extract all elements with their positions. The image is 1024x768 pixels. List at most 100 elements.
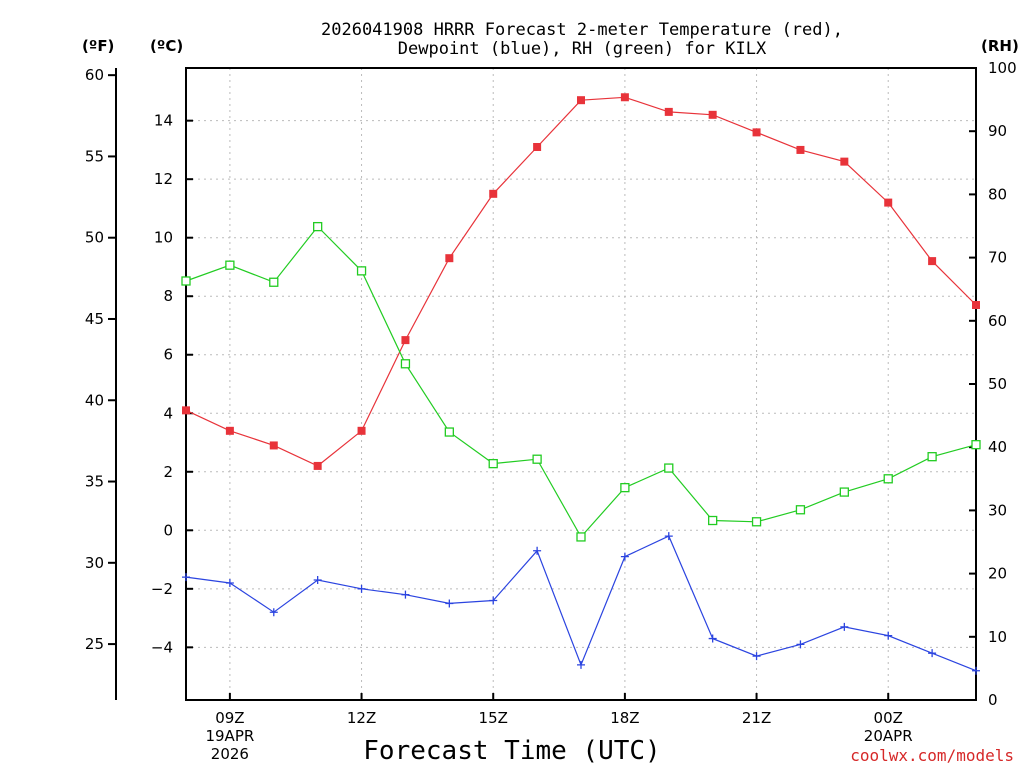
time-tick-label: 18Z: [610, 709, 639, 727]
temperature-point: [928, 257, 937, 266]
rh-point: [400, 359, 411, 369]
rh-point: [620, 482, 630, 493]
dewpoint-point: [664, 532, 673, 541]
x-axis-title: Forecast Time (UTC): [363, 736, 660, 766]
rh-point: [664, 463, 674, 473]
temperature-point: [182, 406, 190, 415]
dewpoint-point: [313, 576, 322, 585]
fahrenheit-tick-label: 45: [85, 310, 104, 328]
celsius-tick-label: 14: [154, 112, 173, 130]
temperature-point: [313, 461, 322, 470]
fahrenheit-tick-label: 40: [85, 391, 104, 409]
dewpoint-point: [269, 608, 278, 617]
rh-tick-label: 80: [988, 185, 1007, 203]
chart-title: 2026041908 HRRR Forecast 2-meter Tempera…: [321, 20, 843, 59]
fahrenheit-tick-label: 60: [85, 66, 104, 84]
dewpoint-point: [533, 546, 542, 555]
rh-point: [181, 276, 191, 286]
temperature-point: [708, 110, 717, 119]
rh-point: [356, 266, 367, 276]
rh-point: [883, 474, 893, 484]
rh-point: [444, 427, 454, 437]
dewpoint-point: [357, 584, 366, 593]
celsius-tick-label: −2: [151, 580, 173, 598]
time-tick-sublabel: 19APR: [205, 727, 254, 745]
celsius-tick-label: 2: [163, 463, 173, 481]
time-tick-label: 12Z: [347, 709, 376, 727]
celsius-tick-label: 6: [163, 346, 173, 364]
celsius-tick-label: 12: [154, 170, 173, 188]
rh-tick-label: 20: [988, 565, 1007, 583]
rh-tick-label: 10: [988, 628, 1007, 646]
gridlines: [186, 68, 976, 700]
rh-point: [225, 260, 235, 270]
dewpoint-point: [401, 590, 410, 599]
series-layer: [181, 93, 981, 675]
fahrenheit-unit-label: (ºF): [82, 37, 114, 55]
temperature-point: [840, 157, 849, 166]
dewpoint-point: [752, 652, 761, 661]
temperature-series: [182, 93, 980, 470]
celsius-axis: −4 −2 0 2 4 6 8 10 12 14: [151, 112, 193, 656]
time-tick-sublabel: 2026: [211, 745, 249, 763]
rh-tick-label: 0: [988, 691, 998, 709]
temperature-point: [269, 441, 278, 450]
temperature-point: [445, 254, 454, 263]
time-tick-label: 00Z: [874, 709, 903, 727]
dewpoint-point: [225, 578, 234, 587]
rh-unit-label: (RH): [981, 37, 1019, 55]
dewpoint-point: [884, 631, 893, 640]
celsius-tick-label: 4: [163, 404, 173, 422]
dewpoint-point: [620, 552, 629, 561]
title-line-2: Dewpoint (blue), RH (green) for KILX: [398, 39, 767, 59]
time-tick-label: 15Z: [479, 709, 508, 727]
time-tick-label: 21Z: [742, 709, 771, 727]
rh-point: [576, 532, 586, 542]
credit-text: coolwx.com/models: [850, 746, 1014, 765]
rh-series: [181, 221, 981, 542]
celsius-tick-label: 10: [154, 229, 173, 247]
rh-point: [795, 505, 806, 515]
celsius-tick-label: −4: [151, 638, 173, 656]
rh-point: [927, 452, 937, 462]
temperature-point: [884, 198, 893, 207]
temperature-point: [577, 96, 585, 105]
temperature-point: [752, 128, 761, 137]
dewpoint-point: [489, 596, 498, 605]
temperature-point: [225, 426, 234, 435]
rh-point: [488, 458, 498, 469]
dewpoint-point: [840, 622, 849, 631]
title-line-1: 2026041908 HRRR Forecast 2-meter Tempera…: [321, 20, 843, 40]
temperature-point: [489, 189, 498, 198]
rh-line: [185, 225, 977, 538]
temperature-point: [533, 143, 542, 151]
fahrenheit-tick-label: 30: [85, 554, 104, 572]
rh-point: [313, 221, 323, 232]
rh-point: [708, 515, 718, 526]
rh-tick-label: 30: [988, 501, 1007, 519]
rh-tick-label: 70: [988, 249, 1007, 267]
rh-point: [269, 277, 279, 287]
rh-point: [839, 487, 849, 497]
rh-tick-label: 90: [988, 122, 1007, 140]
dewpoint-point: [445, 599, 454, 608]
time-tick-label: 09Z: [215, 709, 244, 727]
dewpoint-series: [182, 532, 980, 675]
temperature-point: [796, 145, 805, 154]
plot-frame: [185, 67, 977, 701]
rh-tick-label: 50: [988, 375, 1007, 393]
temperature-point: [972, 301, 980, 309]
fahrenheit-tick-label: 55: [85, 147, 104, 165]
fahrenheit-axis: 25 30 35 40 45 50 55 60: [85, 66, 116, 653]
fahrenheit-tick-label: 25: [85, 635, 104, 653]
dewpoint-point: [796, 640, 805, 649]
rh-tick-label: 60: [988, 312, 1007, 330]
temperature-point: [357, 426, 366, 435]
dewpoint-point: [577, 660, 585, 669]
dewpoint-point: [972, 666, 980, 675]
dewpoint-point: [928, 649, 937, 658]
rh-point: [751, 517, 762, 527]
celsius-tick-label: 0: [163, 521, 173, 539]
